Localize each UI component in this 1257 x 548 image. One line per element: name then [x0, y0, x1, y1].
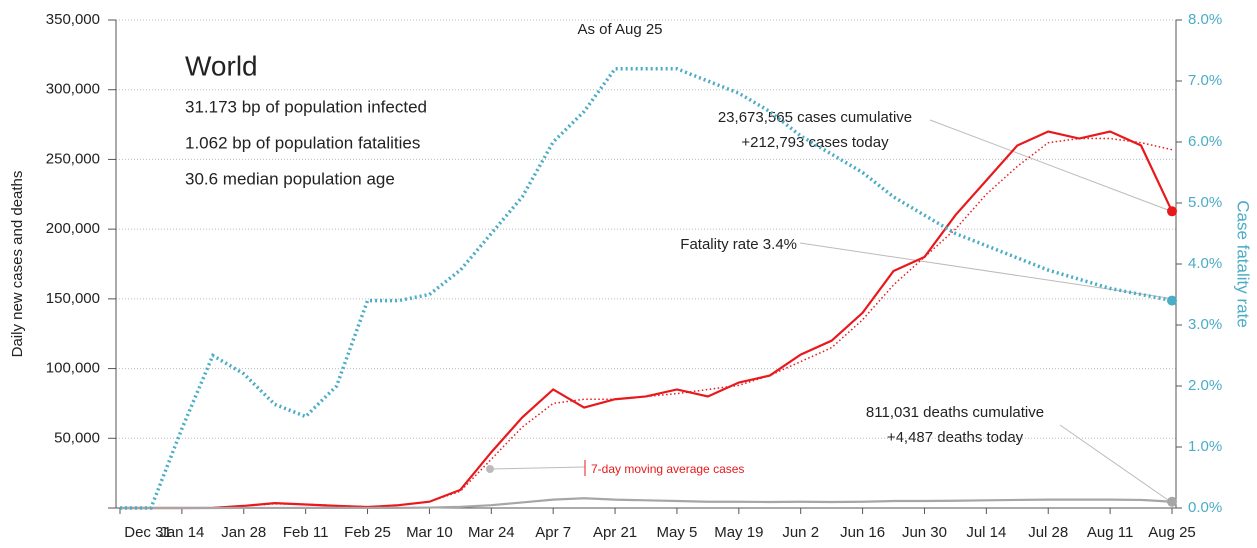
y2-tick-label: 1.0%: [1188, 438, 1222, 455]
callout-text: +212,793 cases today: [741, 134, 889, 151]
y2-axis-label: Case fatality rate: [1234, 200, 1253, 328]
x-tick-label: Jul 28: [1028, 524, 1068, 541]
y2-tick-label: 8.0%: [1188, 11, 1222, 28]
x-tick-label: Feb 25: [344, 524, 391, 541]
callout-text: 23,673,565 cases cumulative: [718, 109, 912, 126]
x-tick-label: Jun 30: [902, 524, 947, 541]
x-tick-label: Dec 31: [124, 524, 172, 541]
y-tick-label: 150,000: [46, 290, 100, 307]
x-tick-label: Jun 2: [782, 524, 819, 541]
x-tick-label: Aug 25: [1148, 524, 1196, 541]
line-series: [120, 497, 1173, 510]
y2-tick-label: 6.0%: [1188, 133, 1222, 150]
callout-text: 811,031 deaths cumulative: [866, 404, 1044, 421]
x-tick-label: Mar 24: [468, 524, 515, 541]
y2-tick-label: 5.0%: [1188, 194, 1222, 211]
y-tick-label: 200,000: [46, 220, 100, 237]
end-dot: [1167, 206, 1177, 217]
y2-tick-label: 4.0%: [1188, 255, 1222, 272]
x-tick-label: Aug 11: [1087, 524, 1133, 541]
y2-tick-label: 0.0%: [1188, 499, 1222, 516]
x-tick-label: Jul 14: [966, 524, 1006, 541]
end-dot: [1167, 496, 1177, 507]
y-tick-label: 50,000: [54, 429, 100, 446]
y-axis-label: Daily new cases and deaths: [9, 171, 26, 358]
y2-tick-label: 2.0%: [1188, 377, 1222, 394]
end-dot: [1167, 295, 1177, 306]
line-series: [120, 67, 1173, 510]
callout-line: [489, 466, 586, 470]
y-tick-label: 350,000: [46, 11, 100, 28]
x-tick-label: Jan 14: [159, 524, 204, 541]
subtitle: As of Aug 25: [577, 21, 662, 38]
x-tick-label: Mar 10: [406, 524, 453, 541]
annotation: 30.6 median population age: [185, 169, 395, 188]
callout-line: [929, 119, 1169, 211]
y2-tick-label: 3.0%: [1188, 316, 1222, 333]
x-tick-label: Jan 28: [221, 524, 266, 541]
x-tick-label: Jun 16: [840, 524, 885, 541]
x-tick-label: Feb 11: [283, 524, 329, 541]
annotation: 31.173 bp of population infected: [185, 97, 427, 116]
y-tick-label: 250,000: [46, 150, 100, 167]
y2-tick-label: 7.0%: [1188, 72, 1222, 89]
x-tick-label: Apr 7: [535, 524, 571, 541]
x-tick-label: May 19: [714, 524, 763, 541]
line-series: [120, 130, 1173, 510]
callout-line: [799, 242, 1169, 299]
callout-dot: [486, 465, 494, 473]
y-tick-label: 100,000: [46, 360, 100, 377]
y-tick-label: 300,000: [46, 81, 100, 98]
x-tick-label: May 5: [657, 524, 698, 541]
line-series: [120, 137, 1173, 509]
callout-line: [1059, 424, 1169, 501]
chart-title: World: [185, 50, 258, 81]
x-tick-label: Apr 21: [593, 524, 637, 541]
callout-text: +4,487 deaths today: [887, 429, 1024, 446]
annotation: 1.062 bp of population fatalities: [185, 133, 420, 152]
callout-text: Fatality rate 3.4%: [680, 236, 797, 253]
callout-text: 7-day moving average cases: [591, 462, 744, 476]
